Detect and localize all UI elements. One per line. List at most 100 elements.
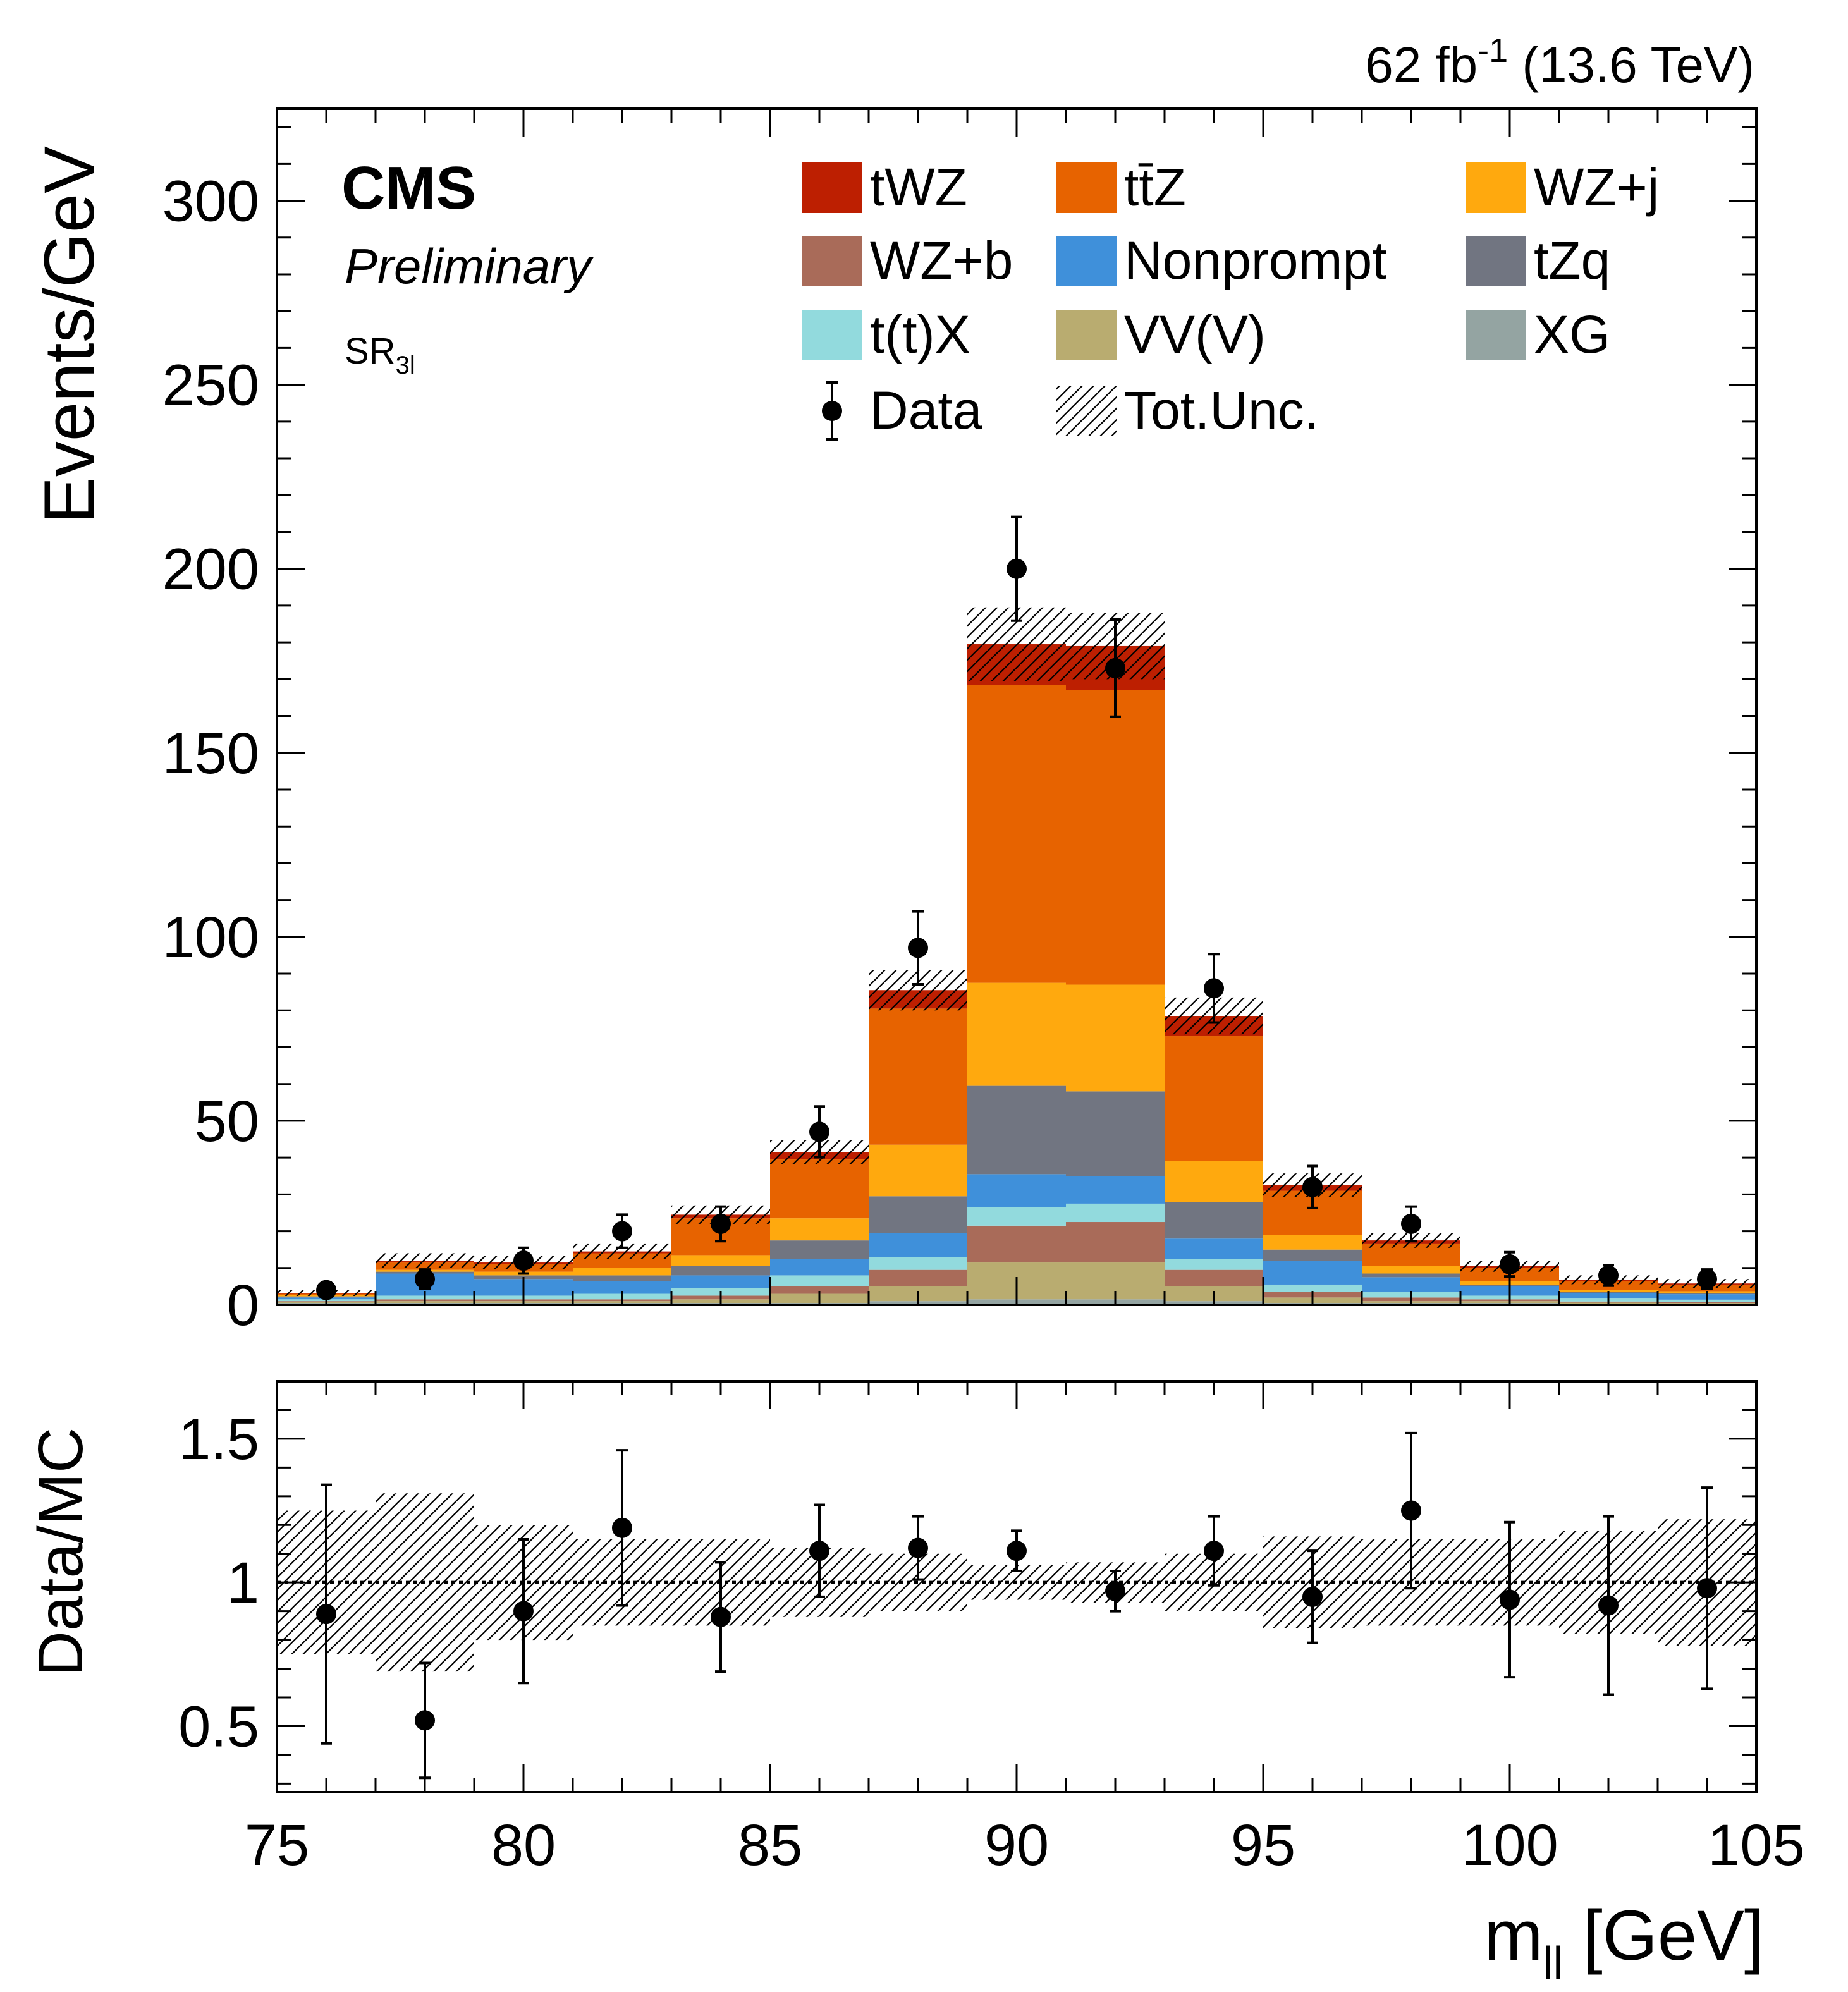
legend-label-1: tt̄Z [1124, 157, 1186, 217]
legend: tWZ tt̄Z WZ+j WZ+b Nonprompt tZq t(t)X VV(V) XG D… [802, 157, 1659, 441]
ratio-axes: 0.5 1 1.5 [178, 1380, 1758, 1792]
bar-tzq-bin-10 [1263, 1249, 1362, 1261]
uncertainty-bin-3 [573, 1243, 671, 1259]
bar-wzb-bin-7 [967, 1225, 1066, 1263]
ratio-point-6 [908, 1537, 928, 1558]
bar-wzb-bin-5 [770, 1286, 869, 1294]
bar-tzq-bin-3 [573, 1275, 671, 1281]
bar-tzq-bin-9 [1165, 1201, 1263, 1239]
ratio-point-2 [513, 1601, 534, 1622]
bar-wzb-bin-8 [1066, 1222, 1165, 1263]
y-tick-label-50: 50 [195, 1089, 259, 1154]
bar-ttz-bin-8 [1066, 690, 1165, 985]
bar-nonprompt-bin-3 [573, 1281, 671, 1294]
legend-swatch-uncertainty [1056, 386, 1117, 436]
bar-wzj-bin-6 [869, 1144, 967, 1197]
bar-nonprompt-bin-4 [671, 1275, 770, 1288]
data-point-2 [513, 1250, 534, 1271]
bar-ttz-bin-9 [1165, 1036, 1263, 1161]
main-axes: 0 50 100 150 200 250 300 [162, 109, 1758, 1338]
ratio-point-11 [1401, 1500, 1421, 1521]
main-y-axis-label: Events/GeV [30, 146, 109, 524]
ratio-y-tick-label-1: 1 [227, 1551, 259, 1615]
data-point-0 [316, 1280, 336, 1300]
legend-swatch-3 [802, 236, 862, 286]
ratio-point-12 [1500, 1589, 1520, 1610]
y-tick-label-300: 300 [162, 169, 260, 234]
legend-swatch-1 [1056, 162, 1117, 213]
bar-wzj-bin-5 [770, 1218, 869, 1241]
data-point-12 [1500, 1254, 1520, 1274]
y-tick-label-0: 0 [227, 1273, 259, 1338]
data-point-13 [1598, 1265, 1619, 1286]
x-tick-label-80: 80 [491, 1813, 556, 1878]
bar-tzq-bin-5 [770, 1240, 869, 1259]
legend-label-3: WZ+b [870, 231, 1013, 290]
legend-swatch-0 [802, 162, 862, 213]
uncertainty-bin-1 [376, 1253, 474, 1268]
bar-nonprompt-bin-10 [1263, 1261, 1362, 1285]
x-tick-label-90: 90 [984, 1813, 1049, 1878]
bar-nonprompt-bin-6 [869, 1233, 967, 1257]
legend-label-5: tZq [1534, 231, 1610, 290]
legend-label-data: Data [870, 381, 982, 440]
x-axis-label: mll [GeV] [1484, 1896, 1764, 1989]
bar-wzj-bin-9 [1165, 1161, 1263, 1202]
legend-swatch-5 [1466, 236, 1526, 286]
ratio-point-4 [711, 1606, 731, 1627]
bar-wzj-bin-10 [1263, 1235, 1362, 1250]
ratio-point-1 [415, 1710, 435, 1731]
legend-swatch-2 [1466, 162, 1526, 213]
bar-wzj-bin-4 [671, 1255, 770, 1266]
x-tick-label-95: 95 [1231, 1813, 1295, 1878]
ratio-y-axis-label: Data/MC [25, 1427, 96, 1677]
y-tick-label-150: 150 [162, 721, 260, 786]
lumi-label: 62 fb-1 (13.6 TeV) [1365, 32, 1754, 93]
legend-label-2: WZ+j [1534, 157, 1659, 217]
ratio-point-3 [612, 1517, 632, 1538]
legend-label-4: Nonprompt [1124, 231, 1387, 290]
bar-nonprompt-bin-11 [1362, 1277, 1460, 1292]
data-point-6 [908, 938, 928, 958]
ratio-point-14 [1697, 1578, 1717, 1599]
ratio-y-tick-label-1.5: 1.5 [178, 1407, 259, 1472]
bar-tzq-bin-11 [1362, 1273, 1460, 1278]
bar-nonprompt-bin-5 [770, 1259, 869, 1276]
data-point-5 [809, 1121, 829, 1142]
data-point-10 [1302, 1176, 1323, 1197]
data-point-14 [1697, 1269, 1717, 1290]
bar-ttx-bin-7 [967, 1207, 1066, 1226]
legend-label-8: XG [1534, 305, 1610, 364]
legend-label-6: t(t)X [870, 305, 970, 364]
bar-ttz-bin-7 [967, 685, 1066, 983]
ratio-point-5 [809, 1541, 829, 1561]
data-point-3 [612, 1221, 632, 1242]
bar-ttx-bin-8 [1066, 1203, 1165, 1223]
x-tick-labels: 75 80 85 90 95 100 105 [245, 1813, 1805, 1878]
bar-ttz-bin-6 [869, 1008, 967, 1145]
legend-data-marker [822, 401, 842, 421]
legend-swatch-7 [1056, 310, 1117, 360]
data-point-8 [1105, 657, 1125, 678]
bar-wzj-bin-7 [967, 982, 1066, 1086]
legend-swatch-4 [1056, 236, 1117, 286]
ratio-panel: 0.5 1 1.5 Data/MC [25, 1380, 1758, 1793]
cms-label: CMS [341, 154, 476, 222]
ratio-y-tick-label-0.5: 0.5 [178, 1694, 259, 1759]
ratio-point-0 [316, 1604, 336, 1625]
data-points [316, 515, 1717, 1300]
ratio-point-7 [1007, 1541, 1027, 1561]
y-tick-label-250: 250 [162, 353, 260, 418]
bar-ttz-bin-5 [770, 1159, 869, 1219]
ratio-point-9 [1204, 1541, 1224, 1561]
bar-tzq-bin-8 [1066, 1091, 1165, 1176]
region-label: SR3l [345, 331, 415, 379]
bar-ttx-bin-6 [869, 1257, 967, 1270]
x-tick-label-100: 100 [1461, 1813, 1558, 1878]
total-uncertainty-band [277, 607, 1756, 1297]
legend-label-0: tWZ [870, 157, 967, 217]
bar-wzj-bin-8 [1066, 984, 1165, 1092]
stacked-histogram [277, 644, 1756, 1305]
bar-nonprompt-bin-9 [1165, 1238, 1263, 1259]
